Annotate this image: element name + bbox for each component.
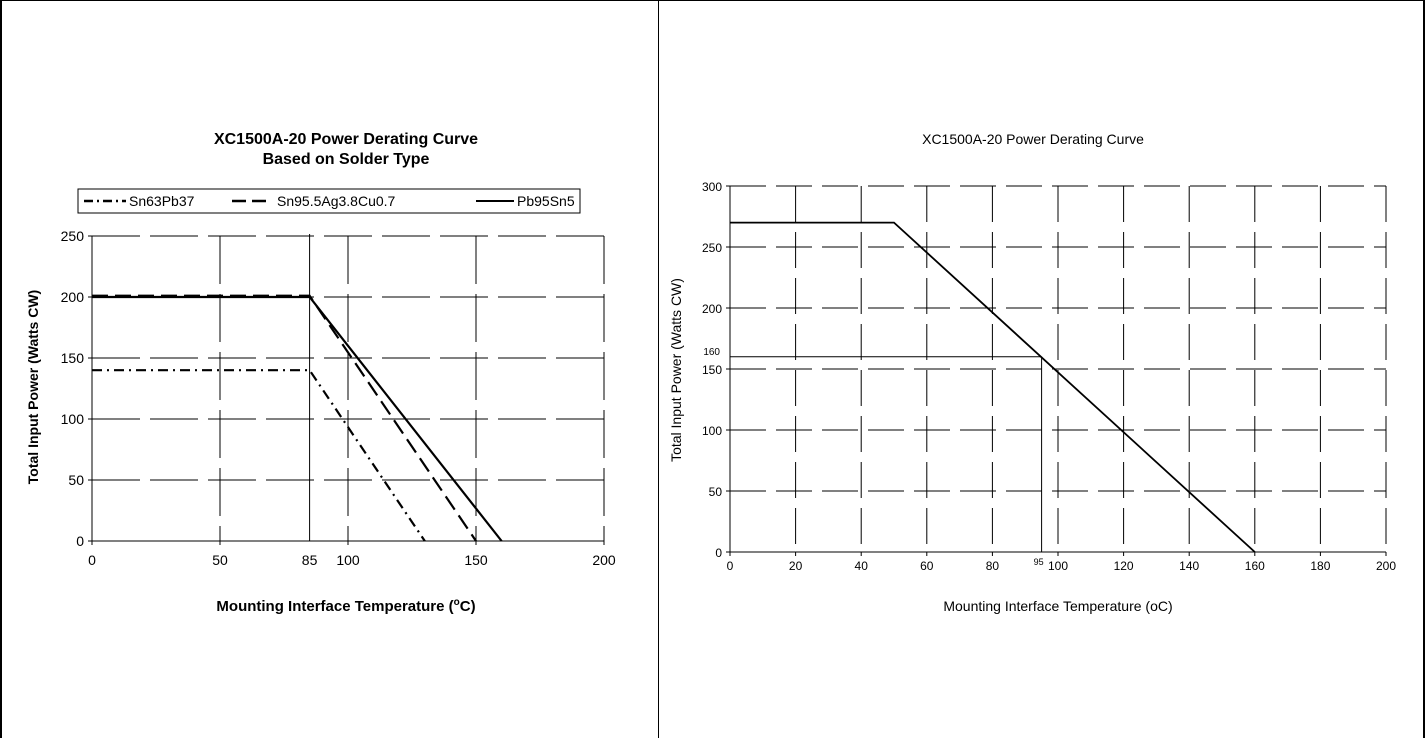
- right-y-tick-label-250: 250: [702, 241, 722, 255]
- right-chart-x-axis-label: Mounting Interface Temperature (oC): [943, 598, 1172, 614]
- left-chart-title-line1: XC1500A-20 Power Derating Curve: [214, 131, 478, 148]
- left-x-tick-label-200: 200: [592, 552, 616, 568]
- right-y-tick-label-100: 100: [702, 424, 722, 438]
- right-x-tick-label-40: 40: [855, 559, 869, 573]
- left-y-tick-label-250: 250: [61, 228, 85, 244]
- right-x-tick-label-20: 20: [789, 559, 803, 573]
- right-x-tick-label-80: 80: [986, 559, 1000, 573]
- right-y-tick-label-0: 0: [715, 546, 722, 560]
- right-x-tick-label-60: 60: [920, 559, 934, 573]
- right-x-tick-label-160: 160: [1245, 559, 1265, 573]
- left-y-tick-label-0: 0: [76, 533, 84, 549]
- legend-label-sn95ag38cu07: Sn95.5Ag3.8Cu0.7: [277, 193, 396, 209]
- right-x-tick-label-200: 200: [1376, 559, 1396, 573]
- left-chart-x-axis-label: Mounting Interface Temperature (oC): [216, 597, 475, 615]
- right-plot-area: 0 50 100 150 200 250 300 0 20 40 60 80 100 120 140 160 1…: [702, 180, 1396, 573]
- left-x-tick-label-100: 100: [336, 552, 360, 568]
- left-series-line-1: [92, 294, 477, 542]
- right-x-tick-label-0: 0: [727, 559, 734, 573]
- left-plot-area: 0 50 100 150 200 250 0 50 100 150 200 85: [61, 228, 616, 568]
- left-x-tick-label-150: 150: [464, 552, 488, 568]
- left-y-tick-label-50: 50: [68, 472, 84, 488]
- right-ref-label-y: 160: [703, 347, 720, 358]
- left-x-tick-label-50: 50: [212, 552, 228, 568]
- right-x-tick-label-140: 140: [1179, 559, 1199, 573]
- right-y-tick-label-50: 50: [709, 485, 723, 499]
- right-chart-title: XC1500A-20 Power Derating Curve: [922, 131, 1144, 147]
- legend-label-pb95sn5: Pb95Sn5: [517, 193, 575, 209]
- left-y-tick-label-100: 100: [61, 411, 85, 427]
- left-y-tick-label-200: 200: [61, 289, 85, 305]
- left-x-tick-label-0: 0: [88, 552, 96, 568]
- right-x-tick-label-180: 180: [1310, 559, 1330, 573]
- right-y-tick-label-150: 150: [702, 363, 722, 377]
- left-series-line-0: [92, 369, 426, 542]
- right-y-tick-label-200: 200: [702, 302, 722, 316]
- left-chart-title-line2: Based on Solder Type: [263, 151, 430, 168]
- right-y-tick-label-300: 300: [702, 180, 722, 194]
- right-chart-panel: [658, 0, 1425, 738]
- right-x-tick-label-120: 120: [1114, 559, 1134, 573]
- right-chart-y-axis-label: Total Input Power (Watts CW): [668, 278, 684, 462]
- legend-label-sn63pb37: Sn63Pb37: [129, 193, 195, 209]
- right-ref-label-x: 95: [1034, 557, 1044, 567]
- left-chart-y-axis-label: Total Input Power (Watts CW): [25, 290, 41, 484]
- left-chart-panel: [0, 0, 658, 738]
- right-series-line-0: [730, 221, 1256, 553]
- left-marker-label-85: 85: [302, 552, 318, 568]
- left-y-tick-label-150: 150: [61, 350, 85, 366]
- right-x-tick-label-100: 100: [1048, 559, 1068, 573]
